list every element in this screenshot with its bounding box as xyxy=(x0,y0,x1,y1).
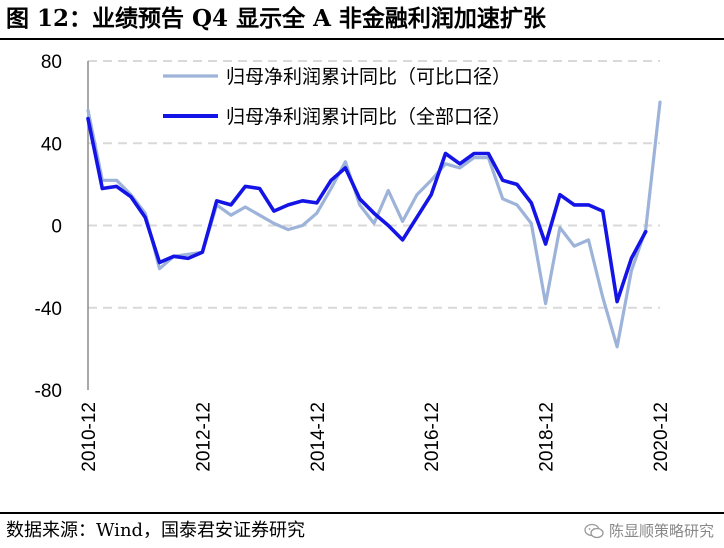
x-tick-label: 2018-12 xyxy=(537,402,558,472)
x-tick-label: 2016-12 xyxy=(422,402,443,472)
line-chart: 80 40 0 -40 -80 2010-12 2012-12 2014-12 2016-12 2… xyxy=(35,52,672,472)
legend-label-2: 归母净利润累计同比（全部口径） xyxy=(226,106,511,128)
series-line-2 xyxy=(86,116,648,304)
legend-label-1: 归母净利润累计同比（可比口径） xyxy=(226,66,511,88)
x-tick-label: 2020-12 xyxy=(651,402,672,472)
wechat-icon xyxy=(584,523,604,539)
watermark: 陈显顺策略研究 xyxy=(584,520,714,542)
figure-title: 图 12：业绩预告 Q4 显示全 A 非金融利润加速扩张 xyxy=(6,5,546,32)
x-tick-label: 2010-12 xyxy=(79,402,100,472)
y-tick-label: 80 xyxy=(41,52,62,73)
x-tick-label: 2012-12 xyxy=(193,402,214,472)
source-rule xyxy=(0,512,724,514)
x-tick-label: 2014-12 xyxy=(308,402,329,472)
y-tick-label: -40 xyxy=(35,299,62,320)
series-line-1 xyxy=(86,100,662,349)
source-note: 数据来源：Wind，国泰君安证券研究 xyxy=(6,520,306,541)
y-tick-label: 40 xyxy=(41,134,62,155)
watermark-text: 陈显顺策略研究 xyxy=(608,522,714,540)
y-tick-label: 0 xyxy=(51,217,62,238)
title-rule xyxy=(0,38,724,40)
y-tick-label: -80 xyxy=(35,381,62,402)
